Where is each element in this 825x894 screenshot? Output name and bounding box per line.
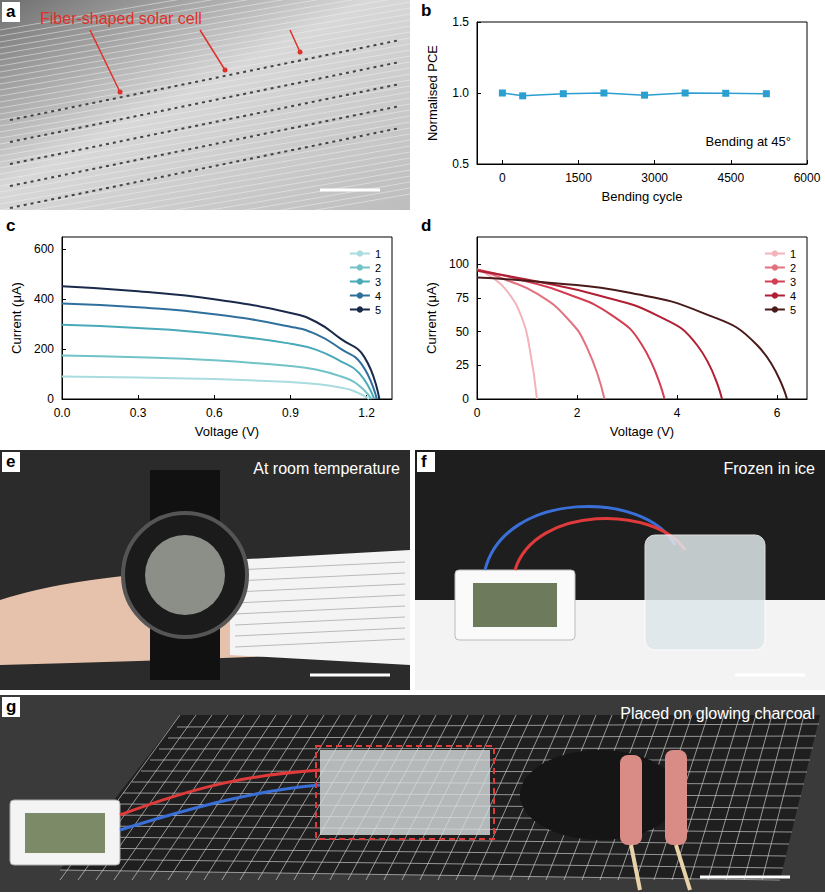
svg-text:3: 3 (375, 276, 381, 288)
svg-text:200: 200 (34, 342, 54, 356)
svg-text:4: 4 (790, 290, 796, 302)
svg-text:0.5: 0.5 (452, 157, 469, 171)
svg-text:3: 3 (790, 276, 796, 288)
svg-text:1: 1 (375, 248, 381, 260)
svg-text:0: 0 (499, 171, 506, 185)
svg-text:5: 5 (790, 304, 796, 316)
svg-text:2: 2 (790, 262, 796, 274)
svg-text:f: f (421, 452, 427, 471)
svg-text:100: 100 (449, 257, 469, 271)
svg-text:2: 2 (574, 406, 581, 420)
svg-text:6: 6 (774, 406, 781, 420)
svg-text:Placed on glowing charcoal: Placed on glowing charcoal (620, 705, 815, 722)
svg-text:0.9: 0.9 (282, 406, 299, 420)
svg-text:Voltage (V): Voltage (V) (195, 424, 259, 439)
svg-text:Bending cycle: Bending cycle (602, 189, 683, 204)
svg-text:50: 50 (456, 325, 470, 339)
svg-text:600: 600 (34, 242, 54, 256)
svg-text:4: 4 (375, 290, 381, 302)
svg-text:0: 0 (462, 392, 469, 406)
svg-text:Current (μA): Current (μA) (424, 282, 439, 354)
svg-text:0: 0 (47, 392, 54, 406)
svg-text:25: 25 (456, 358, 470, 372)
svg-text:4500: 4500 (717, 171, 744, 185)
svg-text:1500: 1500 (565, 171, 592, 185)
svg-text:a: a (6, 2, 16, 21)
svg-text:0.3: 0.3 (130, 406, 147, 420)
svg-text:At room temperature: At room temperature (253, 460, 400, 477)
svg-text:1: 1 (790, 248, 796, 260)
svg-text:3000: 3000 (641, 171, 668, 185)
svg-text:5: 5 (375, 304, 381, 316)
svg-text:e: e (6, 452, 15, 471)
svg-text:Current (μA): Current (μA) (9, 282, 24, 354)
svg-text:1.0: 1.0 (452, 86, 469, 100)
svg-text:Fiber-shaped solar cell: Fiber-shaped solar cell (40, 10, 202, 27)
svg-text:g: g (6, 697, 16, 716)
svg-text:Bending at 45°: Bending at 45° (706, 134, 791, 149)
svg-text:75: 75 (456, 291, 470, 305)
svg-text:Voltage (V): Voltage (V) (610, 424, 674, 439)
svg-text:0: 0 (474, 406, 481, 420)
svg-text:4: 4 (674, 406, 681, 420)
svg-text:6000: 6000 (794, 171, 821, 185)
svg-text:1.2: 1.2 (358, 406, 375, 420)
svg-text:2: 2 (375, 262, 381, 274)
svg-text:400: 400 (34, 292, 54, 306)
svg-text:0.0: 0.0 (54, 406, 71, 420)
svg-text:1.5: 1.5 (452, 15, 469, 29)
html-text:c: c (6, 216, 16, 235)
html-text:b: b (421, 1, 432, 20)
svg-text:Normalised PCE: Normalised PCE (425, 45, 440, 141)
svg-text:Frozen in ice: Frozen in ice (723, 460, 815, 477)
html-text:d: d (421, 216, 432, 235)
svg-text:0.6: 0.6 (206, 406, 223, 420)
